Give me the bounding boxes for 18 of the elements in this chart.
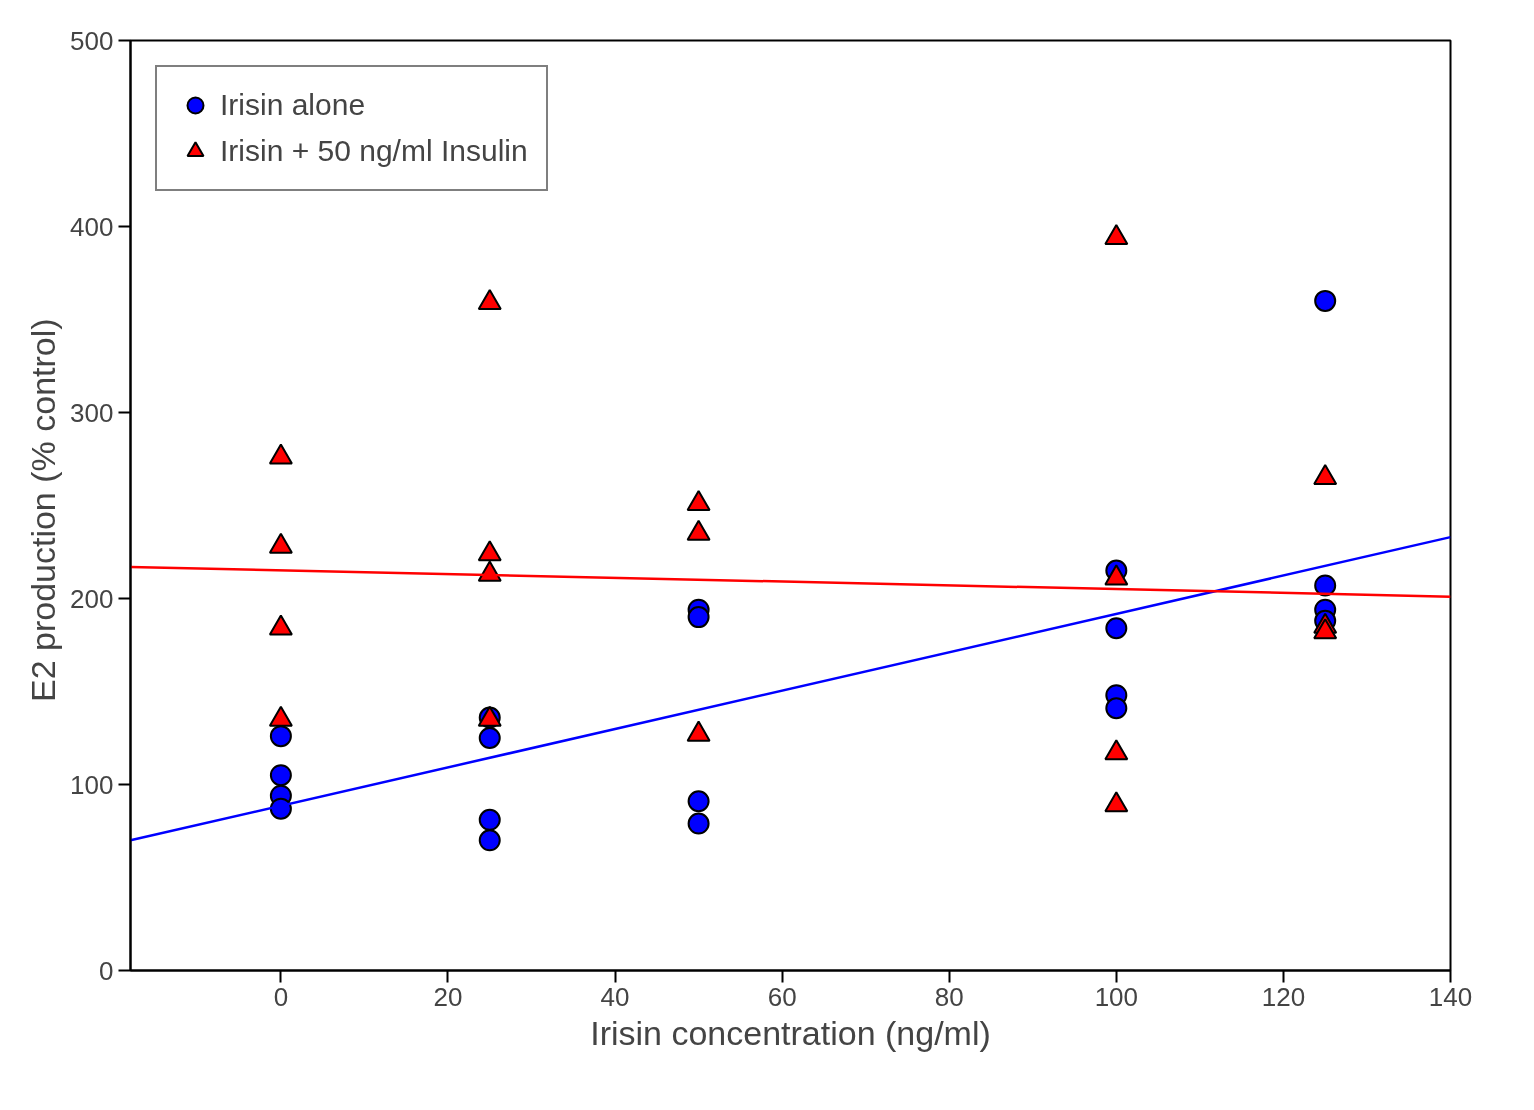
legend-label: Irisin + 50 ng/ml Insulin <box>220 134 528 168</box>
x-tick-label: 100 <box>1094 981 1139 1012</box>
y-tick-label: 100 <box>70 769 114 800</box>
x-tick-label: 60 <box>767 981 797 1012</box>
y-tick-label: 0 <box>99 955 114 986</box>
y-tick-label: 500 <box>70 25 114 56</box>
y-tick-label: 200 <box>70 583 114 614</box>
legend-label: Irisin alone <box>220 88 366 122</box>
x-tick-label: 120 <box>1261 981 1306 1012</box>
x-tick-label: 40 <box>600 981 630 1012</box>
x-tick-label: 20 <box>433 981 463 1012</box>
x-tick-label: 0 <box>273 981 289 1012</box>
x-tick-label: 80 <box>934 981 964 1012</box>
y-tick-label: 400 <box>70 211 114 242</box>
y-tick-label: 300 <box>70 397 114 428</box>
x-tick-label: 140 <box>1428 981 1473 1012</box>
x-axis-title: Irisin concentration (ng/ml) <box>590 1013 991 1052</box>
y-axis-title: E2 production (% control) <box>24 318 63 703</box>
